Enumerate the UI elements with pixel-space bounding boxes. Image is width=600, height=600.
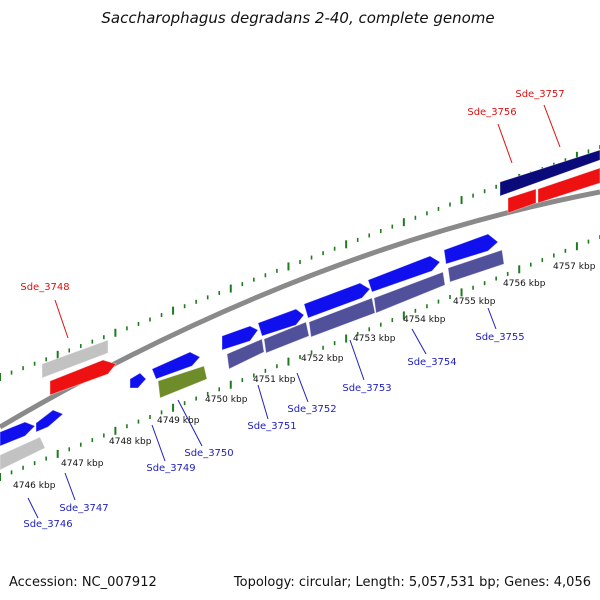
leader-line-sde-3747 — [64, 472, 76, 501]
gene-label-sde-3753[interactable]: Sde_3753 — [342, 383, 391, 394]
leader-line-sde-3746 — [27, 497, 39, 519]
backbone-strand — [0, 189, 600, 430]
gene-arrow-sde-3757-body[interactable] — [537, 167, 600, 204]
leader-line-sde-3749 — [151, 424, 166, 462]
leader-line-sde-3757 — [543, 104, 561, 148]
gene-arrow-sde-3754[interactable] — [373, 271, 446, 314]
gene-features — [0, 149, 600, 471]
gene-arrow-sde-3749[interactable] — [129, 372, 147, 389]
gene-label-sde-3749[interactable]: Sde_3749 — [146, 463, 195, 474]
gene-arrow-sde-3748[interactable] — [41, 339, 109, 379]
gene-arrow-sde-3746[interactable] — [0, 421, 36, 447]
gene-arrow-sde-3747[interactable] — [35, 409, 64, 433]
accession-text: Accession: NC_007912 — [9, 575, 157, 590]
gene-arrow-sde-3756[interactable] — [507, 188, 537, 214]
scale-label: 4757 kbp — [553, 262, 596, 272]
gene-label-sde-3752[interactable]: Sde_3752 — [287, 404, 336, 415]
gene-label-sde-3757[interactable]: Sde_3757 — [515, 89, 564, 100]
leader-line-sde-3753 — [349, 339, 365, 381]
leader-line-sde-3751 — [257, 384, 269, 420]
tick-marks — [0, 145, 600, 481]
gene-arrow-sde-3750[interactable] — [157, 365, 208, 399]
gene-arrow-sde-3752-blue[interactable] — [257, 308, 305, 337]
label-leaders — [27, 104, 561, 519]
gene-label-sde-3746[interactable]: Sde_3746 — [23, 519, 72, 530]
gene-label-sde-3748[interactable]: Sde_3748 — [20, 282, 69, 293]
scale-label: 4746 kbp — [13, 481, 56, 491]
scale-label: 4755 kbp — [453, 297, 496, 307]
gene-arrow-sde-3752[interactable] — [263, 321, 310, 354]
scale-label: 4747 kbp — [61, 459, 104, 469]
gene-arrow-sde-3755-blue[interactable] — [443, 233, 499, 265]
gene-arrow-sde-3746-grey[interactable] — [0, 436, 46, 471]
scale-label: 4752 kbp — [301, 354, 344, 364]
gene-arrow-sde-3751-blue[interactable] — [221, 325, 259, 351]
gene-label-sde-3755[interactable]: Sde_3755 — [475, 332, 524, 343]
scale-label: 4756 kbp — [503, 279, 546, 289]
gene-labels: Sde_3748 Sde_3756 Sde_3757 Sde_3746 Sde_3747… — [20, 89, 564, 530]
gene-arrow-sde-3757[interactable] — [499, 149, 600, 197]
scale-label: 4751 kbp — [253, 375, 296, 385]
leader-line-sde-3750 — [177, 399, 203, 447]
leader-line-sde-3755 — [487, 307, 497, 330]
genome-summary-text: Topology: circular; Length: 5,057,531 bp… — [233, 575, 591, 590]
map-title: Saccharophagus degradans 2-40, complete … — [101, 9, 494, 27]
gene-arrow-sde-3748-red[interactable] — [49, 359, 117, 396]
lower-tick-row — [0, 235, 600, 481]
gene-label-sde-3747[interactable]: Sde_3747 — [59, 503, 108, 514]
gene-arrow-sde-3755[interactable] — [447, 249, 505, 283]
leader-line-sde-3754 — [411, 328, 427, 355]
gene-label-sde-3750[interactable]: Sde_3750 — [184, 448, 233, 459]
scale-label: 4753 kbp — [353, 334, 396, 344]
gene-label-sde-3756[interactable]: Sde_3756 — [467, 107, 516, 118]
gene-label-sde-3751[interactable]: Sde_3751 — [247, 421, 296, 432]
leader-line-sde-3748 — [54, 299, 69, 339]
leader-line-sde-3752 — [296, 372, 309, 403]
gene-arrow-sde-3751[interactable] — [226, 338, 265, 370]
gene-arrow-sde-3754-blue[interactable] — [367, 255, 441, 293]
leader-line-sde-3756 — [497, 123, 513, 164]
scale-label: 4749 kbp — [157, 416, 200, 426]
gene-arrow-sde-3750-blue[interactable] — [151, 351, 201, 380]
scale-label: 4754 kbp — [403, 315, 446, 325]
scale-label: 4748 kbp — [109, 437, 152, 447]
scale-label: 4750 kbp — [205, 395, 248, 405]
gene-arrow-sde-3753-blue[interactable] — [303, 282, 371, 319]
gene-arrow-sde-3753[interactable] — [308, 297, 376, 338]
scale-labels: 4746 kbp 4747 kbp 4748 kbp 4749 kbp 4750 kbp… — [13, 262, 596, 491]
gene-label-sde-3754[interactable]: Sde_3754 — [407, 357, 456, 368]
